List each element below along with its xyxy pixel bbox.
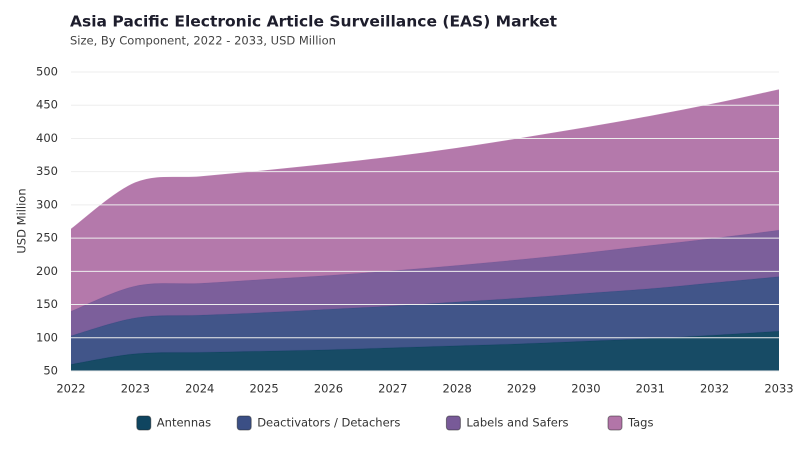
x-tick-label: 2028	[443, 382, 472, 396]
legend-swatch	[607, 415, 623, 431]
x-tick-label: 2030	[571, 382, 600, 396]
x-tick-label: 2024	[185, 382, 214, 396]
legend-swatch	[136, 415, 152, 431]
y-tick-label: 150	[36, 297, 58, 311]
area-edge	[71, 89, 779, 230]
x-tick-label: 2031	[636, 382, 665, 396]
y-tick-label: 200	[36, 264, 58, 278]
chart-subtitle: Size, By Component, 2022 - 2033, USD Mil…	[70, 34, 336, 48]
y-tick-label: 450	[36, 98, 58, 112]
y-tick-label: 300	[36, 197, 58, 211]
area	[71, 89, 779, 312]
area	[71, 276, 779, 365]
y-axis-label: USD Million	[15, 188, 29, 253]
legend-swatch	[445, 415, 461, 431]
x-tick-label: 2027	[378, 382, 407, 396]
area	[71, 230, 779, 336]
area	[71, 331, 779, 371]
legend-label: Tags	[627, 416, 653, 430]
x-tick-label: 2023	[121, 382, 150, 396]
plot-area	[71, 89, 779, 371]
y-tick-label: 500	[36, 65, 58, 79]
legend-label: Labels and Safers	[466, 416, 568, 430]
x-tick-label: 2026	[314, 382, 343, 396]
legend-label: Deactivators / Detachers	[257, 416, 400, 430]
legend-swatch	[236, 415, 252, 431]
y-tick-label: 100	[36, 330, 58, 344]
legend-label: Antennas	[157, 416, 211, 430]
y-tick-label: 50	[43, 364, 58, 378]
y-tick-label: 250	[36, 231, 58, 245]
x-tick-label: 2022	[56, 382, 85, 396]
x-tick-label: 2025	[249, 382, 278, 396]
y-tick-label: 400	[36, 131, 58, 145]
y-tick-label: 350	[36, 164, 58, 178]
x-tick-label: 2029	[507, 382, 536, 396]
chart-title: Asia Pacific Electronic Article Surveill…	[70, 13, 558, 31]
x-tick-label: 2033	[764, 382, 793, 396]
x-tick-label: 2032	[700, 382, 729, 396]
